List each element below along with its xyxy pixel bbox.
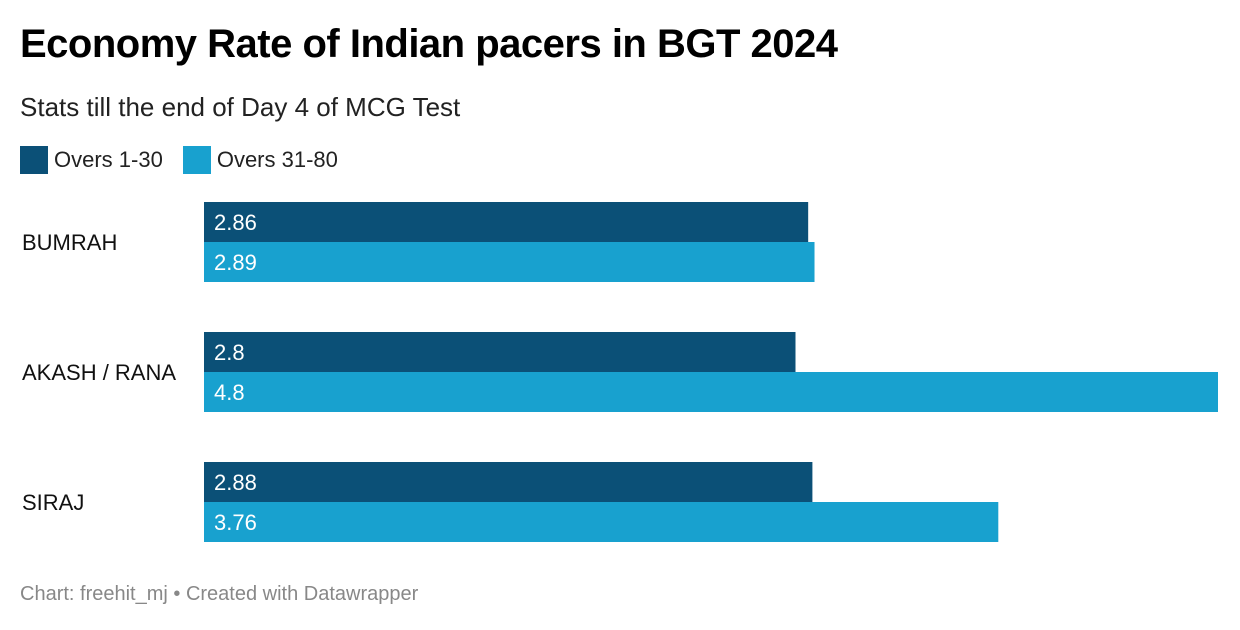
- bar-siraj-series-1: [204, 462, 813, 502]
- legend-label-series-1: Overs 1-30: [54, 147, 163, 172]
- bar-akash-rana-series-1: [204, 332, 796, 372]
- data-label-akash-rana-series-2: 4.8: [214, 380, 245, 405]
- legend-swatch-series-1: [20, 146, 48, 174]
- legend: Overs 1-30 Overs 31-80: [20, 146, 358, 174]
- legend-label-series-2: Overs 31-80: [216, 147, 338, 172]
- data-label-siraj-series-1: 2.88: [214, 470, 257, 495]
- data-label-bumrah-series-1: 2.86: [214, 210, 257, 235]
- chart-subtitle: Stats till the end of Day 4 of MCG Test: [20, 92, 461, 122]
- bar-bumrah-series-2: [204, 242, 815, 282]
- bar-bumrah-series-1: [204, 202, 809, 242]
- bar-akash-rana-series-2: [204, 372, 1218, 412]
- chart-footer: Chart: freehit_mj • Created with Datawra…: [20, 583, 419, 605]
- bar-siraj-series-2: [204, 502, 999, 542]
- category-label-bumrah: BUMRAH: [22, 230, 117, 255]
- chart-title: Economy Rate of Indian pacers in BGT 202…: [20, 22, 838, 66]
- data-label-akash-rana-series-1: 2.8: [214, 340, 245, 365]
- legend-item-series-2: Overs 31-80: [182, 146, 338, 174]
- data-label-siraj-series-2: 3.76: [214, 510, 257, 535]
- legend-swatch-series-2: [182, 146, 211, 174]
- legend-item-series-1: Overs 1-30: [20, 146, 163, 174]
- data-label-bumrah-series-2: 2.89: [214, 250, 257, 275]
- category-label-siraj: SIRAJ: [22, 490, 84, 515]
- category-label-akash-rana: AKASH / RANA: [22, 360, 176, 385]
